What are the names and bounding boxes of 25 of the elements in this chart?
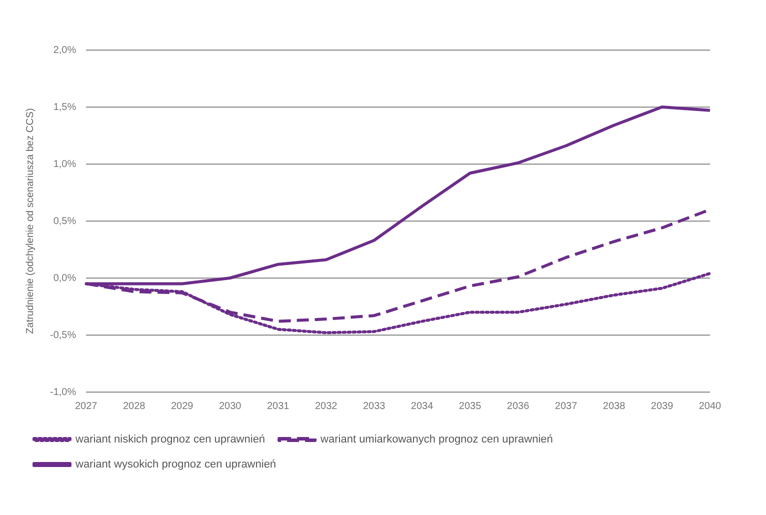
x-tick-label: 2027 [75,400,98,412]
legend-label: wariant niskich prognoz cen uprawnień [74,434,266,446]
y-tick-label: 1,5% [53,102,76,113]
legend-label: wariant wysokich prognoz cen uprawnień [74,458,276,471]
y-tick-label: 0,5% [53,216,76,227]
x-tick-label: 2035 [458,400,482,412]
y-tick-label: 1,0% [53,158,76,170]
x-tick-label: 2037 [554,400,578,412]
y-tick-label: -1,0% [50,386,76,398]
x-tick-label: 2039 [650,400,674,412]
x-tick-label: 2036 [506,400,530,412]
x-tick-label: 2030 [218,400,242,412]
x-tick-label: 2040 [698,400,722,412]
x-tick-label: 2028 [122,400,146,412]
x-tick-label: 2032 [314,400,338,412]
y-tick-label: -0,5% [50,330,76,341]
x-tick-label: 2034 [410,400,434,412]
legend-label: wariant umiarkowanych prognoz cen uprawnień [320,434,553,446]
y-tick-label: 2,0% [53,44,76,56]
y-tick-label: 0,0% [53,272,76,284]
y-axis-title: Zatrudnienie (odchylenie od scenariusza bez CCS) [24,108,36,334]
x-tick-label: 2038 [602,400,626,412]
x-tick-label: 2029 [170,400,194,412]
x-tick-label: 2031 [266,400,290,412]
x-tick-label: 2033 [362,400,386,412]
